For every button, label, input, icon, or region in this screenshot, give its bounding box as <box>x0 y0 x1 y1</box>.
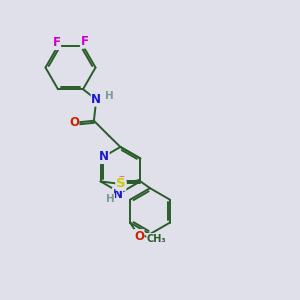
Text: N: N <box>91 93 101 106</box>
Text: N: N <box>112 188 122 201</box>
Text: O: O <box>134 230 144 243</box>
Text: F: F <box>80 35 88 48</box>
Text: H: H <box>106 194 115 204</box>
Text: O: O <box>69 116 79 129</box>
Text: O: O <box>116 175 126 188</box>
Text: F: F <box>52 36 61 50</box>
Text: S: S <box>116 177 126 190</box>
Text: H: H <box>105 91 114 101</box>
Text: CH₃: CH₃ <box>147 233 166 244</box>
Text: N: N <box>99 151 109 164</box>
